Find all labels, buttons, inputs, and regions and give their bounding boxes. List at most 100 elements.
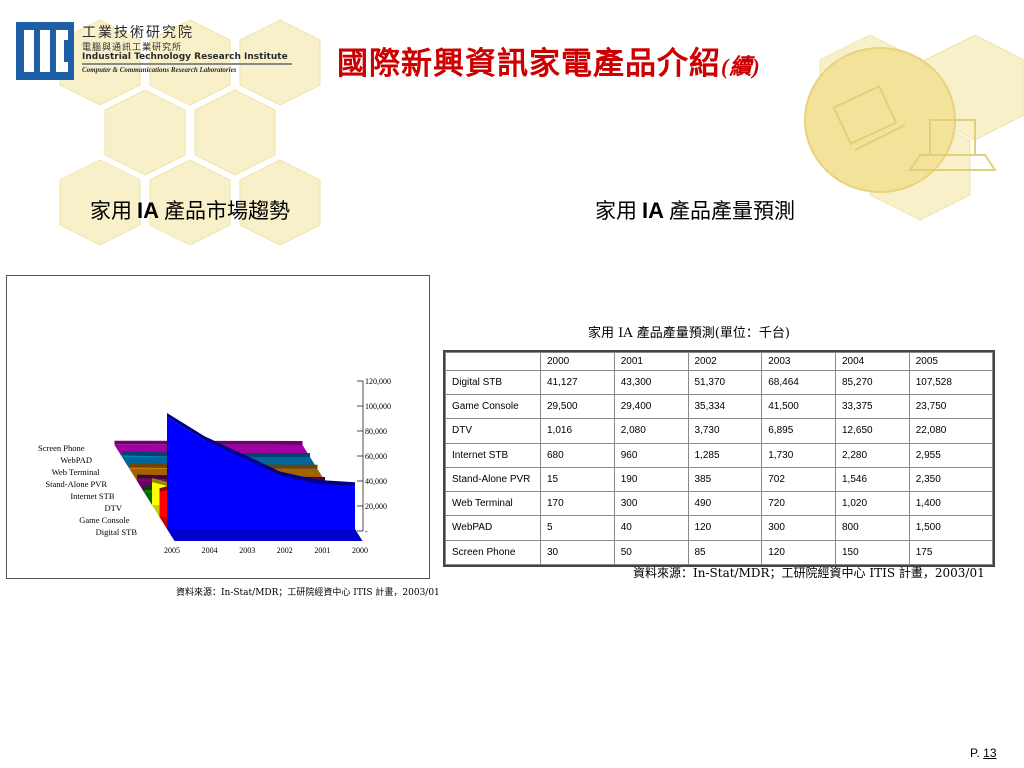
table-row: Web Terminal 170 300 490 720 1,020 1,400	[445, 491, 994, 517]
table-cell: 41,127	[540, 369, 615, 395]
table-row-label: DTV	[445, 418, 541, 444]
x-tick-label: 2004	[202, 546, 218, 555]
logo-lab-en: Computer & Communications Research Labor…	[82, 66, 237, 74]
table-cell: 33,375	[835, 393, 910, 420]
series-label-0: Digital STB	[96, 527, 138, 537]
forecast-table-frame: 2000 2001 2002 2003 2004 2005 Digital STB 41,12…	[443, 350, 995, 567]
table-cell: 1,546	[835, 466, 910, 493]
table-cell: 41,500	[761, 393, 836, 420]
table-cell: 2,080	[613, 418, 689, 444]
table-cell: 170	[540, 491, 615, 517]
table-cell: 960	[613, 442, 689, 468]
page-number-prefix: P.	[970, 746, 980, 760]
table-row-label: Game Console	[445, 393, 541, 420]
forecast-table: 2000 2001 2002 2003 2004 2005 Digital STB 41,12…	[445, 352, 994, 566]
table-cell: 5	[540, 515, 615, 541]
table-row: Game Console 29,500 29,400 35,334 41,500 33,3…	[445, 393, 994, 420]
table-cell: 3,730	[687, 418, 763, 444]
series-floor-0	[167, 529, 363, 541]
table-cell: 720	[761, 491, 836, 517]
table-cell: 6,895	[761, 418, 836, 444]
table-cell: 680	[540, 442, 615, 468]
laptop-illustration	[804, 47, 997, 193]
slide-title: 國際新興資訊家電產品介紹(續)	[337, 38, 761, 83]
y-tick-label: 120,000	[365, 377, 391, 386]
table-row: Internet STB 680 960 1,285 1,730 2,280 2,955	[445, 442, 994, 468]
table-cell: 68,464	[761, 369, 836, 395]
table-cell: 300	[613, 491, 689, 517]
logo-lab-zh: 電腦與通訊工業研究所	[82, 43, 183, 53]
right-subtitle-post: 產品產量預測	[669, 199, 795, 223]
right-subtitle-ia: IA	[642, 198, 664, 223]
table-cell: 2,280	[835, 442, 910, 468]
logo-divider	[82, 63, 292, 65]
table-row: WebPAD 5 40 120 300 800 1,500	[445, 515, 994, 541]
table-cell: 2,955	[908, 442, 994, 468]
left-subtitle-ia: IA	[137, 198, 159, 223]
background-decoration	[59, 19, 1024, 246]
table-cell: 40	[613, 515, 689, 541]
table-cell: 85,270	[835, 369, 910, 395]
table-header-row: 2000 2001 2002 2003 2004 2005	[445, 352, 994, 371]
y-tick-label: 100,000	[365, 402, 391, 411]
table-cell: 1,020	[835, 491, 910, 517]
page-number-value[interactable]: 13	[983, 746, 997, 760]
table-row: Stand-Alone PVR 15 190 385 702 1,546 2,350	[445, 466, 994, 493]
x-tick-label: 2001	[314, 546, 330, 555]
market-trend-chart: Screen Phone WebPAD Web Terminal Stand-Alon…	[6, 275, 430, 579]
table-row-label: Stand-Alone PVR	[445, 466, 541, 493]
y-tick-label: 60,000	[365, 452, 387, 461]
table-row-label: Internet STB	[445, 442, 541, 468]
x-tick-label: 2005	[164, 546, 180, 555]
y-tick-label: -	[365, 527, 368, 536]
series-area-0	[167, 417, 355, 529]
table-cell: 1,016	[540, 418, 615, 444]
table-cell: 300	[761, 515, 836, 541]
series-label-7: Screen Phone	[38, 443, 85, 453]
table-cell: 12,650	[835, 418, 910, 444]
table-row-label: WebPAD	[445, 515, 541, 541]
table-cell: 1,285	[687, 442, 763, 468]
table-row-label: Web Terminal	[445, 491, 541, 517]
table-cell: 23,750	[908, 393, 994, 420]
logo-name-zh: 工業技術研究院	[82, 25, 194, 41]
table-row: Screen Phone 30 50 85 120 150 175	[445, 539, 994, 566]
table-cell: 2,350	[908, 466, 994, 493]
left-subtitle-post: 產品市場趨勢	[164, 199, 290, 223]
series-label-1: Game Console	[79, 515, 130, 525]
table-cell: 50	[613, 539, 689, 566]
table-cell: 385	[687, 466, 763, 493]
right-subtitle-pre: 家用	[595, 199, 637, 223]
table-cell: 22,080	[908, 418, 994, 444]
page-number: P. 13	[970, 746, 997, 760]
right-subtitle: 家用 IA 產品產量預測	[595, 195, 795, 225]
table-cell: 29,500	[540, 393, 615, 420]
table-caption: 家用 IA 產品產量預測(單位：千台)	[588, 326, 790, 341]
table-header-cell: 2005	[908, 352, 994, 371]
slide-title-main: 國際新興資訊家電產品介紹	[337, 46, 721, 82]
x-tick-label: 2002	[277, 546, 293, 555]
table-header-cell: 2001	[613, 352, 689, 371]
table-cell: 120	[687, 515, 763, 541]
left-source-note: 資料來源：In-Stat/MDR；工研院經資中心 ITIS 計畫，2003/01	[176, 588, 440, 598]
table-header-cell: 2002	[687, 352, 763, 371]
table-cell: 800	[835, 515, 910, 541]
market-trend-chart-svg: Screen Phone WebPAD Web Terminal Stand-Alon…	[38, 377, 391, 555]
table-cell: 107,528	[908, 369, 994, 395]
table-row: Digital STB 41,127 43,300 51,370 68,464 85,27…	[445, 369, 994, 395]
itri-logo-mark-icon	[16, 22, 74, 80]
table-cell: 30	[540, 539, 615, 566]
table-corner-cell	[445, 352, 541, 371]
series-label-5: Web Terminal	[52, 467, 101, 477]
table-cell: 1,730	[761, 442, 836, 468]
logo-name-en: Industrial Technology Research Institute	[82, 52, 288, 62]
table-row-label: Digital STB	[445, 369, 541, 395]
series-label-4: Stand-Alone PVR	[45, 479, 107, 489]
table-header-cell: 2003	[761, 352, 836, 371]
table-cell: 51,370	[687, 369, 763, 395]
itri-logo: 工業技術研究院 電腦與通訊工業研究所 Industrial Technology…	[16, 20, 292, 82]
table-cell: 15	[540, 466, 615, 493]
y-tick-label: 40,000	[365, 477, 387, 486]
table-cell: 120	[761, 539, 836, 566]
table-cell: 190	[613, 466, 689, 493]
